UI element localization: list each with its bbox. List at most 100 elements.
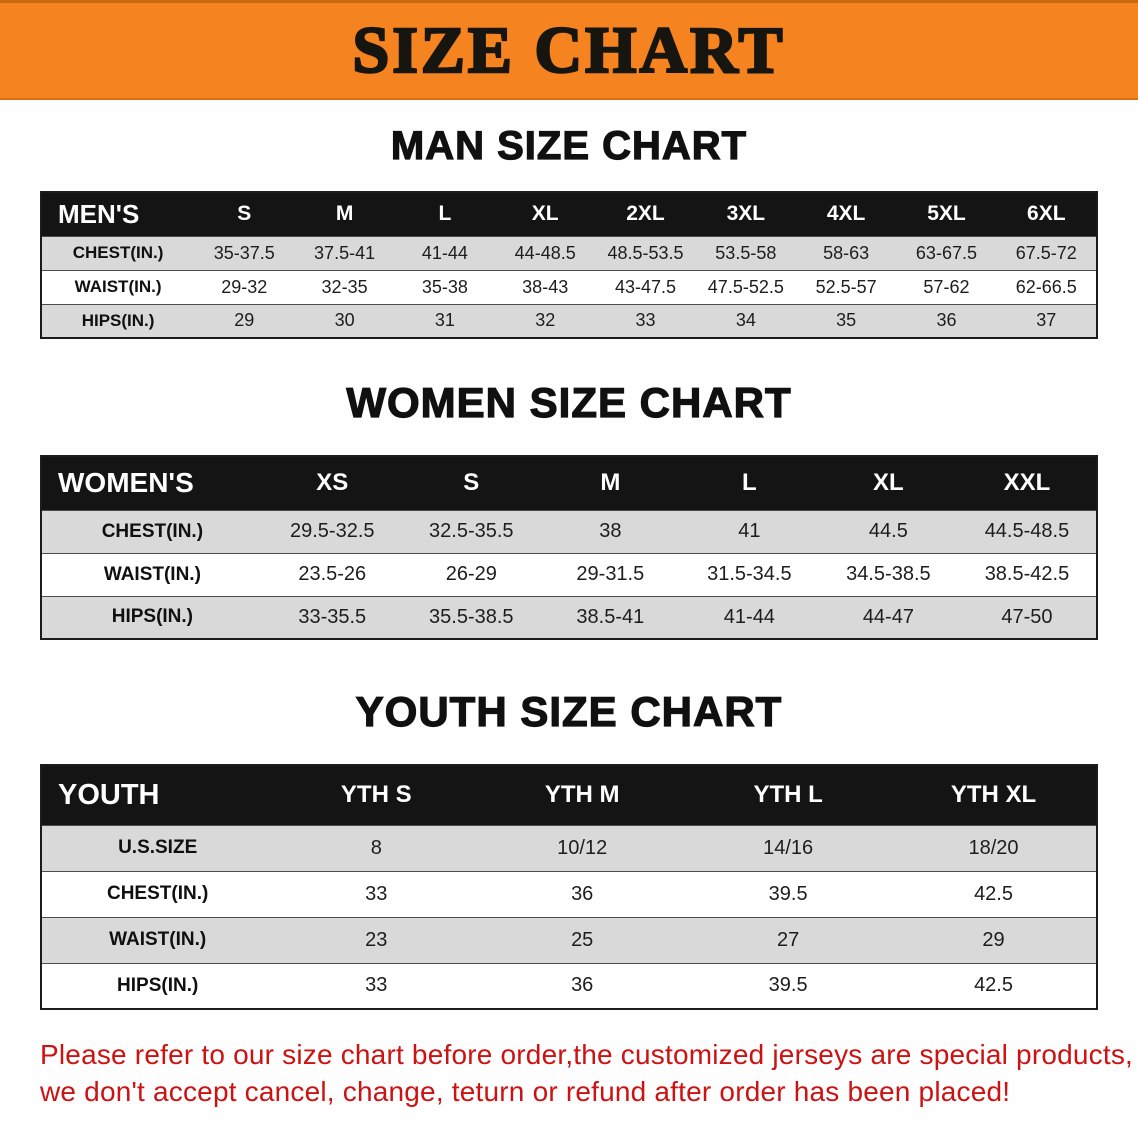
row-label-cell: WAIST(IN.) xyxy=(41,916,274,963)
size-header-cell: 6XL xyxy=(996,192,1097,236)
value-cell: 33 xyxy=(273,962,480,1009)
disclaimer: Please refer to our size chart before or… xyxy=(40,1036,1134,1110)
size-header-cell: YTH S xyxy=(273,765,480,825)
value-cell: 37 xyxy=(996,303,1097,338)
youth-section-heading: YOUTH SIZE CHART xyxy=(355,687,783,735)
value-cell: 31 xyxy=(394,303,496,338)
value-cell: 44-47 xyxy=(818,595,958,639)
row-label-cell: CHEST(IN.) xyxy=(41,235,195,270)
value-cell: 29 xyxy=(891,916,1097,963)
table-title-cell: MEN'S xyxy=(41,192,195,236)
value-cell: 62-66.5 xyxy=(996,269,1097,304)
size-header-cell: L xyxy=(679,456,819,510)
row-label-cell: HIPS(IN.) xyxy=(41,962,274,1009)
value-cell: 47-50 xyxy=(957,595,1097,639)
value-cell: 63-67.5 xyxy=(896,235,997,270)
size-header-cell: 4XL xyxy=(795,192,897,236)
table-header-row: WOMEN'S XS S M L XL XXL xyxy=(41,456,1097,510)
value-cell: 33-35.5 xyxy=(262,595,402,639)
women-section-heading: WOMEN SIZE CHART xyxy=(346,378,792,426)
row-label-cell: WAIST(IN.) xyxy=(41,269,195,304)
size-header-cell: 2XL xyxy=(595,192,696,236)
value-cell: 37.5-41 xyxy=(294,235,395,270)
value-cell: 23.5-26 xyxy=(262,552,402,596)
value-cell: 41-44 xyxy=(394,235,496,270)
value-cell: 58-63 xyxy=(795,235,897,270)
row-label-cell: U.S.SIZE xyxy=(41,824,274,871)
value-cell: 26-29 xyxy=(401,552,541,596)
row-label-cell: HIPS(IN.) xyxy=(41,595,263,639)
value-cell: 48.5-53.5 xyxy=(595,235,696,270)
disclaimer-line-2: we don't accept cancel, change, teturn o… xyxy=(40,1076,1011,1107)
table-row: HIPS(IN.) 33-35.5 35.5-38.5 38.5-41 41-44 44-… xyxy=(41,595,1097,639)
page-title: SIZE CHART xyxy=(351,13,786,87)
value-cell: 29.5-32.5 xyxy=(262,509,402,553)
value-cell: 25 xyxy=(479,916,686,963)
value-cell: 38-43 xyxy=(495,269,596,304)
value-cell: 44.5-48.5 xyxy=(957,509,1097,553)
value-cell: 14/16 xyxy=(685,824,892,871)
size-header-cell: L xyxy=(394,192,496,236)
table-row: HIPS(IN.) 29 30 31 32 33 34 35 36 37 xyxy=(41,303,1097,338)
table-header-row: MEN'S S M L XL 2XL 3XL 4XL 5XL 6XL xyxy=(41,192,1097,236)
value-cell: 35-37.5 xyxy=(194,235,295,270)
table-title-cell: WOMEN'S xyxy=(41,456,263,510)
value-cell: 67.5-72 xyxy=(996,235,1097,270)
value-cell: 34 xyxy=(695,303,796,338)
value-cell: 29-32 xyxy=(194,269,295,304)
size-header-cell: S xyxy=(194,192,295,236)
value-cell: 44.5 xyxy=(818,509,958,553)
row-label-cell: HIPS(IN.) xyxy=(41,303,195,338)
value-cell: 42.5 xyxy=(891,870,1097,917)
section-women: WOMEN SIZE CHART WOMEN'S XS S M L XL XXL CHEST(… xyxy=(0,378,1138,640)
banner: SIZE CHART xyxy=(0,0,1138,100)
value-cell: 32 xyxy=(495,303,596,338)
value-cell: 32.5-35.5 xyxy=(401,509,541,553)
value-cell: 39.5 xyxy=(685,870,892,917)
size-header-cell: 5XL xyxy=(896,192,997,236)
table-title-cell: YOUTH xyxy=(41,765,274,825)
value-cell: 36 xyxy=(479,962,686,1009)
value-cell: 53.5-58 xyxy=(695,235,796,270)
table-row: CHEST(IN.) 33 36 39.5 42.5 xyxy=(41,870,1097,917)
value-cell: 33 xyxy=(595,303,696,338)
value-cell: 27 xyxy=(685,916,892,963)
value-cell: 35 xyxy=(795,303,897,338)
table-row: CHEST(IN.) 35-37.5 37.5-41 41-44 44-48.5 48.5… xyxy=(41,235,1097,270)
section-youth: YOUTH SIZE CHART YOUTH YTH S YTH M YTH L YTH… xyxy=(0,687,1138,1010)
size-header-cell: 3XL xyxy=(695,192,796,236)
table-row: WAIST(IN.) 23.5-26 26-29 29-31.5 31.5-34.5 34… xyxy=(41,552,1097,596)
value-cell: 47.5-52.5 xyxy=(695,269,796,304)
value-cell: 30 xyxy=(294,303,395,338)
size-header-cell: XL xyxy=(495,192,596,236)
value-cell: 52.5-57 xyxy=(795,269,897,304)
section-men: MAN SIZE CHART MEN'S S M L XL 2XL 3XL 4XL 5XL 6XL… xyxy=(0,123,1138,339)
value-cell: 41-44 xyxy=(679,595,819,639)
value-cell: 32-35 xyxy=(294,269,395,304)
disclaimer-line-1: Please refer to our size chart before or… xyxy=(40,1039,1134,1070)
size-header-cell: YTH M xyxy=(479,765,686,825)
size-header-cell: M xyxy=(294,192,395,236)
table-row: CHEST(IN.) 29.5-32.5 32.5-35.5 38 41 44.5 44.5… xyxy=(41,509,1097,553)
value-cell: 18/20 xyxy=(891,824,1097,871)
value-cell: 38 xyxy=(540,509,680,553)
size-header-cell: YTH XL xyxy=(891,765,1097,825)
value-cell: 8 xyxy=(273,824,480,871)
value-cell: 23 xyxy=(273,916,480,963)
value-cell: 57-62 xyxy=(896,269,997,304)
size-header-cell: S xyxy=(401,456,541,510)
size-header-cell: M xyxy=(540,456,680,510)
value-cell: 35.5-38.5 xyxy=(401,595,541,639)
value-cell: 39.5 xyxy=(685,962,892,1009)
value-cell: 41 xyxy=(679,509,819,553)
value-cell: 43-47.5 xyxy=(595,269,696,304)
table-row: WAIST(IN.) 29-32 32-35 35-38 38-43 43-47.5 47.… xyxy=(41,269,1097,304)
row-label-cell: CHEST(IN.) xyxy=(41,509,263,553)
size-header-cell: XS xyxy=(262,456,402,510)
size-header-cell: XXL xyxy=(957,456,1097,510)
value-cell: 34.5-38.5 xyxy=(818,552,958,596)
table-row: WAIST(IN.) 23 25 27 29 xyxy=(41,916,1097,963)
value-cell: 38.5-41 xyxy=(540,595,680,639)
men-size-table: MEN'S S M L XL 2XL 3XL 4XL 5XL 6XL CHEST(IN.) 35-37… xyxy=(40,191,1098,339)
